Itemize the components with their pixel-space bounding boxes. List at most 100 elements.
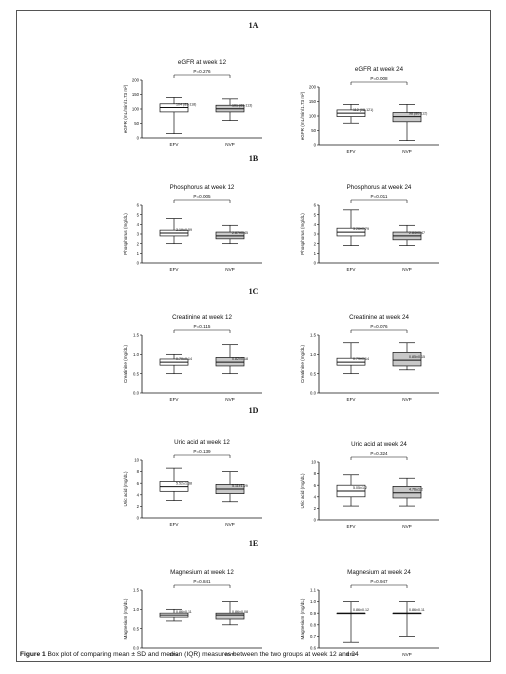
section-label-1b: 1B <box>248 154 259 163</box>
chart-3-y-tick-label: 5 <box>314 212 317 217</box>
chart-1-p-value: P=0.008 <box>370 76 388 81</box>
chart-3-y-tick-label: 2 <box>314 241 317 246</box>
chart-9-title: Magnesium at week 24 <box>347 569 411 576</box>
chart-2-p-value: P=0.005 <box>193 194 211 199</box>
chart-7-x-tick-label: NVP <box>402 524 411 529</box>
chart-2-y-tick-label: 5 <box>137 212 140 217</box>
chart-4-y-tick-label: 1.5 <box>133 333 140 338</box>
chart-1-x-tick-label: NVP <box>402 149 411 154</box>
chart-2-y-axis-label: Phosphorus (mg/dL) <box>123 213 128 255</box>
section-label-1c: 1C <box>248 287 259 296</box>
chart-0-title: eGFR at week 12 <box>178 59 227 66</box>
chart-1-data-label: 98 (80-112) <box>409 112 427 116</box>
chart-7-y-tick-label: 0 <box>314 518 317 523</box>
section-label-1e: 1E <box>248 539 259 548</box>
chart-6-x-tick-label: EFV <box>170 522 180 527</box>
chart-4-y-tick-label: 1.0 <box>133 352 140 357</box>
chart-3-x-tick-label: EFV <box>347 267 357 272</box>
chart-1-y-tick-label: 200 <box>309 85 317 90</box>
chart-4-y-tick-label: 0.0 <box>133 391 140 396</box>
chart-2-data-label: 2.87±0.45 <box>232 231 248 235</box>
chart-0-x-tick-label: EFV <box>170 142 180 147</box>
chart-8-y-tick-label: 0.0 <box>133 646 140 651</box>
chart-8-y-tick-label: 0.5 <box>133 626 140 631</box>
chart-6-data-label: 5.52±1.38 <box>176 482 192 486</box>
chart-9-y-tick-label: 1.0 <box>310 599 317 604</box>
chart-1-x-tick-label: EFV <box>347 149 357 154</box>
chart-6-y-tick-label: 6 <box>137 481 140 486</box>
chart-2-y-tick-label: 4 <box>137 222 140 227</box>
chart-2-y-tick-label: 6 <box>137 203 140 208</box>
chart-5-data-label: 0.85±0.15 <box>409 355 425 359</box>
chart-0-y-tick-label: 100 <box>132 107 140 112</box>
chart-4-p-value: P=0.115 <box>194 324 211 329</box>
chart-9-y-tick-label: 1.1 <box>310 588 317 593</box>
chart-3-p-value: P=0.011 <box>371 194 388 199</box>
chart-5-data-label: 0.79±0.14 <box>353 357 369 361</box>
chart-7-y-tick-label: 10 <box>311 460 316 465</box>
chart-5-x-tick-label: EFV <box>347 397 357 402</box>
chart-6-x-tick-label: NVP <box>225 522 234 527</box>
chart-5-box-nvp <box>392 352 422 367</box>
section-label-1a: 1A <box>248 21 259 30</box>
chart-6-y-tick-label: 2 <box>137 504 140 509</box>
chart-7-y-tick-label: 6 <box>314 483 317 488</box>
caption-text: Box plot of comparing mean ± SD and medi… <box>47 651 359 658</box>
chart-8-data-label: 0.86±0.11 <box>176 610 192 614</box>
chart-3-x-tick-label: NVP <box>402 267 411 272</box>
chart-6-y-axis-label: Uric acid (mg/dL) <box>123 471 128 506</box>
chart-9-y-tick-label: 0.8 <box>310 622 317 627</box>
chart-9-y-axis-label: Magnesium (mg/dL) <box>300 598 305 639</box>
chart-5-y-tick-label: 0.0 <box>310 391 317 396</box>
chart-8-y-tick-label: 1.0 <box>133 607 140 612</box>
chart-0-data-label: 104 (89-118) <box>176 103 196 107</box>
chart-5-y-tick-label: 0.5 <box>310 371 317 376</box>
chart-3-data-label: 3.26±0.79 <box>353 227 369 231</box>
chart-0-y-tick-label: 0 <box>137 136 140 141</box>
chart-4-data-label: 0.82±0.18 <box>232 357 248 361</box>
chart-3-y-tick-label: 1 <box>314 251 317 256</box>
chart-7-data-label: 4.76±1.2 <box>409 488 423 492</box>
chart-8-y-tick-label: 1.5 <box>133 588 140 593</box>
chart-4-x-tick-label: EFV <box>170 397 180 402</box>
chart-0-y-tick-label: 150 <box>132 92 140 97</box>
chart-3-data-label: 2.84±0.47 <box>409 231 425 235</box>
chart-3-y-tick-label: 3 <box>314 232 317 237</box>
chart-6-p-value: P=0.139 <box>193 449 211 454</box>
chart-0-p-value: P=0.276 <box>193 69 211 74</box>
chart-1-data-label: 112 (98-121) <box>353 108 373 112</box>
chart-2-title: Phosphorus at week 12 <box>170 184 235 191</box>
chart-8-box-nvp <box>215 612 245 620</box>
chart-3-y-tick-label: 0 <box>314 261 317 266</box>
chart-5-p-value: P=0.076 <box>370 324 388 329</box>
chart-0-x-tick-label: NVP <box>225 142 234 147</box>
chart-7-y-tick-label: 4 <box>314 494 317 499</box>
chart-8-p-value: P=0.841 <box>193 579 211 584</box>
chart-0-data-label: 101 (89-113) <box>232 104 252 108</box>
chart-9-p-value: P=0.947 <box>370 579 388 584</box>
chart-5-x-tick-label: NVP <box>402 397 411 402</box>
chart-1-y-axis-label: eGFR (mL/min/1.73 m²) <box>300 91 305 140</box>
chart-8-x-tick-label: EFV <box>170 652 180 657</box>
chart-3-y-tick-label: 4 <box>314 222 317 227</box>
chart-5-title: Creatinine at week 24 <box>349 314 409 321</box>
chart-7-box-nvp <box>392 486 422 499</box>
chart-9-x-tick-label: EFV <box>347 652 357 657</box>
chart-1-title: eGFR at week 24 <box>355 66 404 73</box>
chart-9-y-tick-label: 0.9 <box>310 611 317 616</box>
chart-8-title: Magnesium at week 12 <box>170 569 234 576</box>
chart-6-y-tick-label: 4 <box>137 492 140 497</box>
figure-page: 1A 1B 1C 1D 1E eGFR at week 12 0 50 100 150 2… <box>16 10 491 662</box>
chart-6-y-tick-label: 0 <box>137 516 140 521</box>
chart-1-y-tick-label: 150 <box>309 99 317 104</box>
chart-2-y-tick-label: 1 <box>137 251 140 256</box>
chart-9-data-label: 0.86±0.11 <box>409 608 425 612</box>
chart-6-y-tick-label: 8 <box>137 469 140 474</box>
chart-9-y-tick-label: 0.6 <box>310 646 317 651</box>
chart-4-data-label: 0.79±0.14 <box>176 357 192 361</box>
chart-1-y-tick-label: 50 <box>311 128 316 133</box>
chart-8-x-tick-label: NVP <box>225 652 234 657</box>
chart-4-y-tick-label: 0.5 <box>133 371 140 376</box>
chart-7-data-label: 5.05±1.2 <box>353 486 367 490</box>
chart-6-data-label: 5.11±1.29 <box>232 484 248 488</box>
